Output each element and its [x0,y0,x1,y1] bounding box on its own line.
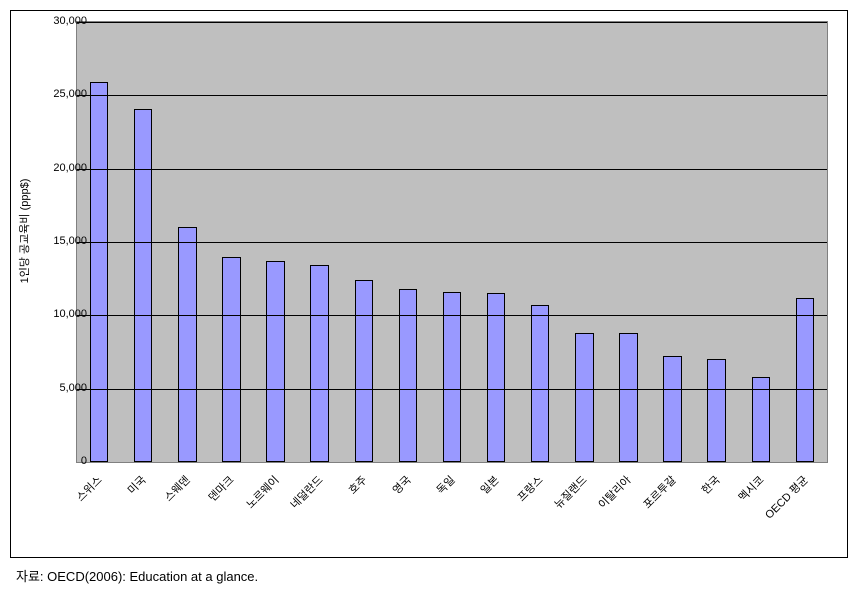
x-tick-label: 호주 [344,472,370,498]
bar [575,333,594,462]
x-tick-label: 뉴질랜드 [551,472,591,512]
x-tick-label: 포르투갈 [639,472,679,512]
plot-area [76,21,828,463]
bar [310,265,329,462]
source-text: 자료: OECD(2006): Education at a glance. [10,566,855,585]
bar [178,227,197,462]
x-tick-label: 미국 [124,472,150,498]
bar [796,298,815,462]
x-tick-label: 스웨덴 [161,472,194,505]
bar [752,377,771,462]
bar [487,293,506,462]
bar [355,280,374,462]
x-tick-label: 이탈리아 [595,472,635,512]
x-tick-label: 영국 [389,472,415,498]
gridline [77,242,827,243]
y-axis-title: 1인당 공교육비 (ppp$) [16,179,32,284]
x-tick-label: 프랑스 [514,472,547,505]
bar [707,359,726,462]
bar [531,305,550,462]
gridline [77,22,827,23]
x-tick-label: 멕시코 [734,472,767,505]
gridline [77,95,827,96]
chart-container: 1인당 공교육비 (ppp$) 스위스 미국 스웨덴 덴마크노르웨이네덜란드 호주 영국 독… [10,10,848,558]
x-tick-label: 덴마크 [205,472,238,505]
y-tick-label: 10,000 [37,308,87,320]
bar [663,356,682,462]
bar [443,292,462,462]
x-tick-label: 노르웨이 [242,472,282,512]
bar [90,82,109,462]
y-tick-label: 15,000 [37,235,87,247]
y-tick-label: 25,000 [37,88,87,100]
gridline [77,389,827,390]
y-tick-label: 5,000 [37,382,87,394]
bar [266,261,285,462]
gridline [77,315,827,316]
x-tick-label: 스위스 [73,472,106,505]
y-tick-label: 30,000 [37,15,87,27]
y-tick-label: 0 [37,455,87,467]
x-tick-label: 네덜란드 [286,472,326,512]
bar [222,257,241,462]
gridline [77,169,827,170]
bar [134,109,153,462]
x-tick-label: OECD 평균 [761,472,811,522]
bar [619,333,638,462]
x-labels-layer: 스위스 미국 스웨덴 덴마크노르웨이네덜란드 호주 영국 독일 일본 프랑스뉴질랜드이탈리아포르… [76,466,826,546]
x-tick-label: 일본 [477,472,503,498]
y-tick-label: 20,000 [37,162,87,174]
x-tick-label: 한국 [697,472,723,498]
x-tick-label: 독일 [433,472,459,498]
